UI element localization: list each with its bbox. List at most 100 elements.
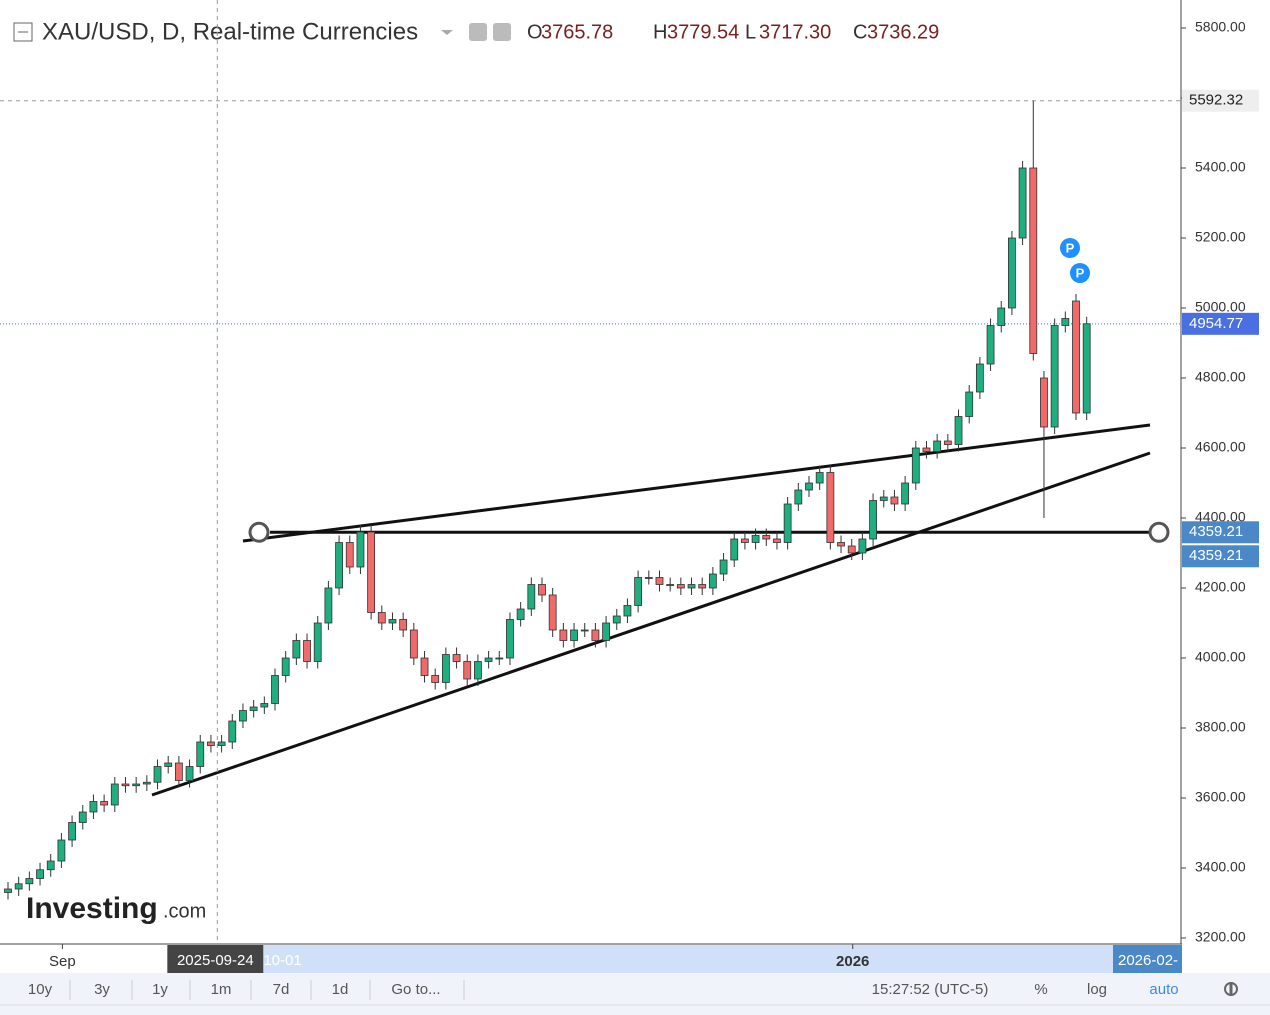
candle-body [142,781,151,785]
y-tick-label: 5000.00 [1195,299,1246,315]
x-tick-label: 2026 [836,953,869,970]
candle-body [901,482,910,505]
candle-body [281,657,290,676]
toolbar-button[interactable]: 1y [152,981,168,998]
candle-body [78,811,87,823]
candle-body [751,535,760,543]
candle-body [826,472,835,543]
price-tag-label: 4954.77 [1189,315,1243,332]
toolbar-button[interactable]: auto [1149,981,1178,998]
candle-body [933,440,942,452]
candle-body [36,869,44,879]
candle-body [121,783,130,787]
eye-icon[interactable] [469,23,487,41]
candle-body [805,482,813,491]
candle-body [388,619,397,624]
chart-title: XAU/USD, D, Real-time Currencies [42,18,418,45]
candle-body [1082,323,1091,414]
candle-body [719,559,728,575]
gear-icon[interactable] [1224,982,1238,996]
candle-body [217,741,226,746]
toolbar-button[interactable]: log [1087,981,1107,998]
toolbar-button[interactable]: 1m [211,981,232,998]
candle-body [516,608,525,620]
candle-body [634,577,643,606]
candle-body [89,801,98,813]
toolbar-button[interactable]: 3y [94,981,110,998]
y-tick-label: 5200.00 [1195,229,1246,245]
candle-body [559,629,568,641]
ohlc-value: 3736.29 [867,21,939,43]
candle-body [997,307,1006,326]
toolbar-button[interactable]: Go to... [391,981,440,998]
candle-body [356,531,365,568]
range-end-label: 2026-02- [1118,952,1178,969]
candle-body [676,584,685,589]
y-tick-label: 3600.00 [1195,789,1246,805]
candle-body [409,629,418,659]
candle-body [741,538,749,543]
trend-line [151,451,1151,797]
price-tag-label: 4359.21 [1189,547,1243,564]
toolbar-button[interactable]: 7d [273,981,290,998]
candle-body [1061,318,1070,326]
candle-body [14,883,23,890]
candle-body [815,472,824,484]
candle-body [196,741,205,767]
ohlc-key: O [527,21,543,43]
candle-body [463,661,472,680]
candle-body [474,661,482,680]
candle-body [1040,377,1048,428]
dropdown-icon[interactable] [441,30,453,35]
candle-body [570,629,578,641]
candle-body [228,720,237,743]
candle-body [687,584,696,589]
candle-body [25,878,34,885]
toolbar-button[interactable]: % [1034,981,1047,998]
candle-body [890,496,899,505]
price-tag [1182,89,1259,112]
toolbar-button[interactable]: 1d [332,981,349,998]
candle-body [943,440,952,445]
candle-body [655,577,664,585]
candle-body [1072,300,1080,414]
candle-body [837,542,845,547]
ohlc-value: 3717.30 [759,21,831,43]
ohlc-value: 3765.78 [541,21,613,43]
line-handle [248,521,270,543]
candle-body [730,538,739,561]
collapse-icon[interactable] [13,22,33,42]
event-marker [1070,263,1090,283]
candle-body [452,654,461,662]
candle-body [879,496,888,501]
toolbar-button[interactable]: 10y [28,981,53,998]
candle-body [495,657,504,660]
candle-body [207,741,215,746]
logo: Investing [26,892,158,925]
candle-body [420,657,429,676]
candle-body [698,584,707,589]
candle-body [185,766,194,781]
x-tick-label: Sep [49,953,76,970]
price-tag-label: 5592.32 [1189,92,1243,109]
crosshair-date: 2025-09-24 [177,952,254,969]
candle-body [153,766,162,783]
y-tick-label: 5400.00 [1195,159,1246,175]
ohlc-key: C [853,21,867,43]
candle-body [858,538,867,554]
y-tick-label: 4400.00 [1195,509,1246,525]
line-handle [1148,521,1170,543]
candle-body [313,622,322,662]
candle-body [965,391,974,417]
y-tick-label: 3400.00 [1195,859,1246,875]
event-marker-label: P [1066,240,1075,255]
toolbar [0,973,1270,1015]
candle-body [1018,167,1027,239]
candle-body [591,629,600,641]
settings-icon[interactable] [493,23,511,41]
candle-body [292,640,301,659]
candle-body [612,615,621,624]
